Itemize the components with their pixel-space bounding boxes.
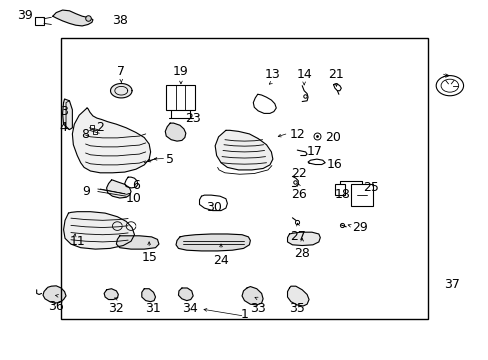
Text: 2: 2 bbox=[96, 121, 104, 134]
Text: 15: 15 bbox=[141, 251, 157, 264]
Polygon shape bbox=[53, 10, 93, 26]
Polygon shape bbox=[62, 99, 72, 130]
Polygon shape bbox=[176, 234, 250, 251]
Polygon shape bbox=[142, 289, 155, 302]
Text: 12: 12 bbox=[289, 129, 305, 141]
Text: 16: 16 bbox=[326, 158, 342, 171]
Text: 13: 13 bbox=[264, 68, 280, 81]
Text: 17: 17 bbox=[306, 145, 322, 158]
Bar bbox=[35, 17, 44, 25]
Polygon shape bbox=[116, 236, 159, 249]
Text: 36: 36 bbox=[48, 300, 64, 312]
Text: 34: 34 bbox=[182, 302, 197, 315]
Text: 27: 27 bbox=[290, 230, 305, 243]
Text: 19: 19 bbox=[173, 66, 188, 78]
Polygon shape bbox=[287, 286, 308, 306]
Text: 35: 35 bbox=[289, 302, 305, 315]
Text: 25: 25 bbox=[362, 181, 378, 194]
Text: 28: 28 bbox=[294, 247, 309, 260]
Text: 38: 38 bbox=[112, 14, 128, 27]
Polygon shape bbox=[165, 123, 185, 141]
Polygon shape bbox=[106, 180, 131, 198]
Text: 6: 6 bbox=[132, 179, 140, 192]
Text: 3: 3 bbox=[60, 105, 67, 118]
Text: 10: 10 bbox=[125, 192, 141, 205]
Text: 14: 14 bbox=[296, 68, 311, 81]
Text: 11: 11 bbox=[69, 235, 85, 248]
Text: 1: 1 bbox=[240, 308, 248, 321]
Polygon shape bbox=[72, 108, 150, 173]
Text: 18: 18 bbox=[334, 188, 349, 201]
Text: 4: 4 bbox=[60, 121, 67, 134]
Bar bbox=[166, 85, 194, 110]
Text: 8: 8 bbox=[81, 129, 89, 141]
Polygon shape bbox=[178, 288, 193, 301]
Text: 7: 7 bbox=[117, 66, 125, 78]
Bar bbox=[334, 184, 344, 195]
Text: 30: 30 bbox=[205, 201, 221, 214]
Text: 39: 39 bbox=[18, 9, 33, 22]
Polygon shape bbox=[110, 84, 132, 98]
Polygon shape bbox=[287, 232, 320, 246]
Text: 31: 31 bbox=[145, 302, 161, 315]
Polygon shape bbox=[242, 287, 263, 305]
Text: 29: 29 bbox=[351, 221, 367, 234]
Text: 9: 9 bbox=[82, 185, 90, 198]
Polygon shape bbox=[104, 289, 118, 300]
Text: 21: 21 bbox=[328, 68, 344, 81]
Text: 24: 24 bbox=[213, 254, 228, 267]
Text: 26: 26 bbox=[291, 188, 306, 201]
Bar bbox=[61, 38, 427, 319]
Polygon shape bbox=[43, 286, 66, 303]
Text: 33: 33 bbox=[250, 302, 265, 315]
Text: 32: 32 bbox=[108, 302, 124, 315]
Text: 22: 22 bbox=[290, 167, 306, 180]
Text: 23: 23 bbox=[184, 112, 200, 125]
Text: 37: 37 bbox=[443, 278, 459, 291]
Bar bbox=[350, 184, 372, 206]
Polygon shape bbox=[215, 130, 272, 170]
Text: 5: 5 bbox=[166, 153, 174, 166]
Polygon shape bbox=[63, 212, 134, 249]
Text: 20: 20 bbox=[325, 131, 340, 144]
